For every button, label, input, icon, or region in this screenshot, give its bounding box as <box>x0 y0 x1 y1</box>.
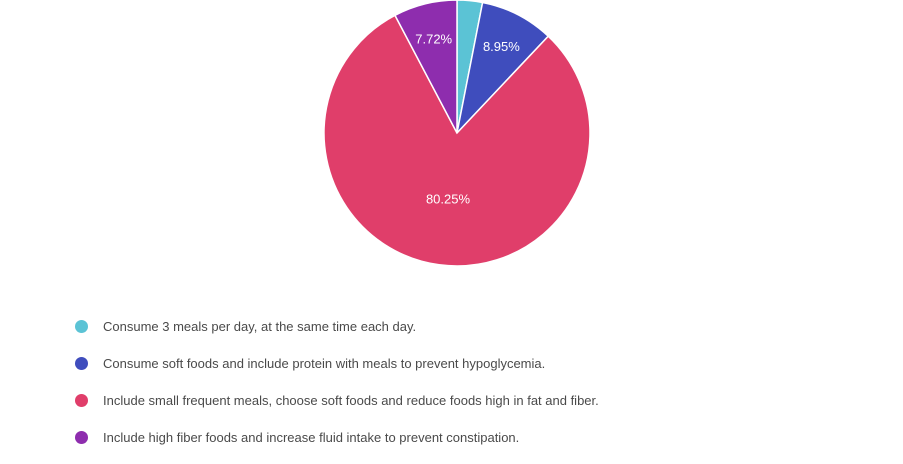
legend-label: Include small frequent meals, choose sof… <box>103 393 599 408</box>
legend-swatch-icon <box>75 431 88 444</box>
chart-legend: Consume 3 meals per day, at the same tim… <box>75 316 599 464</box>
pie-slice[interactable] <box>393 0 458 134</box>
legend-swatch-icon <box>75 394 88 407</box>
legend-label: Consume 3 meals per day, at the same tim… <box>103 319 417 334</box>
slice-data-label: 7.72% <box>415 31 452 46</box>
legend-label: Consume soft foods and include protein w… <box>103 356 546 371</box>
legend-swatch-icon <box>75 357 88 370</box>
pie-slice[interactable] <box>323 14 591 267</box>
legend-item[interactable]: Include high fiber foods and increase fl… <box>75 427 599 448</box>
legend-swatch-icon <box>75 320 88 333</box>
legend-label: Include high fiber foods and increase fl… <box>103 430 520 445</box>
legend-item[interactable]: Consume 3 meals per day, at the same tim… <box>75 316 599 337</box>
slice-data-label: 80.25% <box>426 191 471 206</box>
pie-chart: 8.95% 80.25% 7.72% <box>323 0 591 267</box>
slice-data-label: 8.95% <box>483 39 520 54</box>
legend-item[interactable]: Include small frequent meals, choose sof… <box>75 390 599 411</box>
legend-item[interactable]: Consume soft foods and include protein w… <box>75 353 599 374</box>
